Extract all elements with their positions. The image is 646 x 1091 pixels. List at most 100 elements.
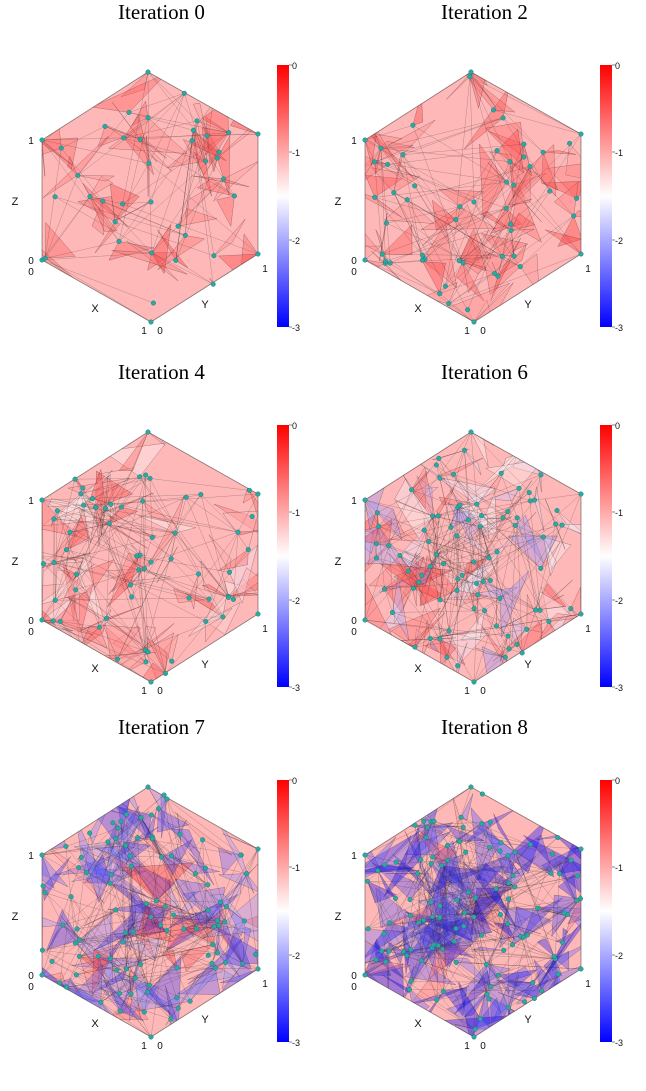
mesh-edge bbox=[42, 137, 124, 141]
mesh-cell bbox=[447, 502, 481, 541]
mesh-node bbox=[435, 513, 441, 519]
mesh-edge bbox=[136, 555, 230, 573]
mesh-cell bbox=[60, 594, 81, 648]
mesh-node bbox=[468, 429, 474, 435]
mesh-edge bbox=[95, 507, 199, 575]
mesh-node bbox=[474, 501, 480, 507]
mesh-cell bbox=[192, 102, 208, 136]
mesh-edge bbox=[496, 150, 581, 255]
mesh-edge bbox=[109, 523, 139, 570]
mesh-node bbox=[149, 534, 155, 540]
mesh-cell bbox=[508, 165, 531, 206]
mesh-cell bbox=[89, 175, 114, 198]
mesh-cell bbox=[393, 570, 447, 604]
mesh-node bbox=[490, 107, 496, 113]
mesh-hull bbox=[42, 787, 258, 1037]
mesh-node bbox=[362, 257, 368, 263]
mesh-edge bbox=[121, 474, 146, 508]
mesh-edge bbox=[439, 507, 459, 640]
mesh-edge bbox=[137, 817, 142, 838]
mesh-edge bbox=[76, 944, 213, 976]
mesh-cell bbox=[461, 610, 485, 641]
mesh-edge bbox=[448, 519, 469, 632]
mesh-node bbox=[103, 615, 109, 621]
mesh-edge bbox=[432, 515, 441, 639]
mesh-edge bbox=[535, 523, 556, 611]
mesh-edge bbox=[480, 526, 523, 654]
mesh-edge bbox=[115, 838, 157, 901]
mesh-cell bbox=[365, 525, 380, 554]
mesh-node bbox=[437, 597, 443, 603]
mesh-edge bbox=[430, 613, 581, 639]
mesh-node bbox=[174, 965, 180, 971]
mesh-edge bbox=[428, 541, 489, 559]
mesh-node bbox=[472, 1026, 478, 1032]
mesh-node bbox=[240, 961, 246, 967]
mesh-cell bbox=[422, 206, 467, 247]
mesh-edge bbox=[457, 899, 568, 915]
mesh-node bbox=[408, 947, 414, 953]
mesh-node bbox=[578, 611, 584, 617]
mesh-cell bbox=[166, 890, 196, 931]
mesh-edge bbox=[76, 833, 90, 929]
mesh-node bbox=[143, 472, 149, 478]
mesh-cell bbox=[466, 578, 479, 625]
y-tick-start: 0 bbox=[480, 1041, 486, 1052]
mesh-edge bbox=[430, 821, 508, 924]
mesh-edge bbox=[527, 898, 581, 936]
mesh-edge bbox=[465, 852, 501, 915]
mesh-edge bbox=[42, 139, 149, 164]
mesh-node bbox=[87, 194, 93, 200]
mesh-cell bbox=[119, 801, 142, 818]
mesh-node bbox=[463, 849, 469, 855]
mesh-edge bbox=[148, 163, 258, 255]
mesh-edge bbox=[193, 130, 220, 153]
mesh-edge bbox=[80, 474, 146, 494]
mesh-edge bbox=[483, 581, 518, 645]
mesh-cell bbox=[42, 864, 46, 893]
mesh-edge bbox=[110, 952, 218, 959]
mesh-node bbox=[574, 195, 580, 201]
mesh-node bbox=[39, 972, 45, 978]
mesh-cell bbox=[543, 536, 557, 577]
mesh-edge bbox=[521, 609, 536, 654]
mesh-cell bbox=[77, 175, 116, 182]
mesh-cell bbox=[42, 842, 105, 904]
mesh-node bbox=[205, 907, 211, 913]
mesh-cell bbox=[42, 139, 73, 166]
mesh-edge bbox=[144, 497, 187, 651]
mesh-cell bbox=[90, 72, 168, 113]
mesh-edge bbox=[100, 906, 166, 1003]
mesh-cell bbox=[499, 907, 539, 949]
mesh-node bbox=[433, 462, 439, 468]
mesh-cell bbox=[422, 261, 446, 295]
mesh-node bbox=[479, 821, 485, 827]
mesh-edge bbox=[423, 821, 487, 965]
mesh-node bbox=[113, 907, 119, 913]
mesh-edge bbox=[456, 899, 505, 951]
mesh-node bbox=[158, 854, 164, 860]
mesh-node bbox=[521, 999, 527, 1005]
mesh-edge bbox=[119, 906, 166, 994]
mesh-edge bbox=[526, 621, 549, 630]
mesh-node bbox=[428, 861, 434, 867]
mesh-cell bbox=[540, 542, 561, 569]
mesh-cell bbox=[118, 432, 149, 471]
mesh-cell bbox=[180, 944, 214, 972]
mesh-edge bbox=[55, 196, 186, 236]
mesh-edge bbox=[456, 962, 581, 970]
mesh-cell bbox=[91, 948, 111, 998]
mesh-node bbox=[73, 587, 79, 593]
colorbar bbox=[277, 65, 289, 327]
mesh-edge bbox=[100, 977, 136, 1003]
mesh-cell bbox=[222, 833, 258, 850]
mesh-cell bbox=[548, 613, 581, 622]
z-tick-bottom: 0 bbox=[351, 616, 357, 627]
mesh-edge bbox=[171, 855, 208, 886]
mesh-edge bbox=[440, 905, 556, 960]
mesh-cell bbox=[365, 831, 420, 870]
mesh-node bbox=[493, 886, 499, 892]
mesh-node bbox=[96, 624, 102, 630]
mesh-edge bbox=[436, 982, 533, 1001]
mesh-node bbox=[465, 517, 471, 523]
